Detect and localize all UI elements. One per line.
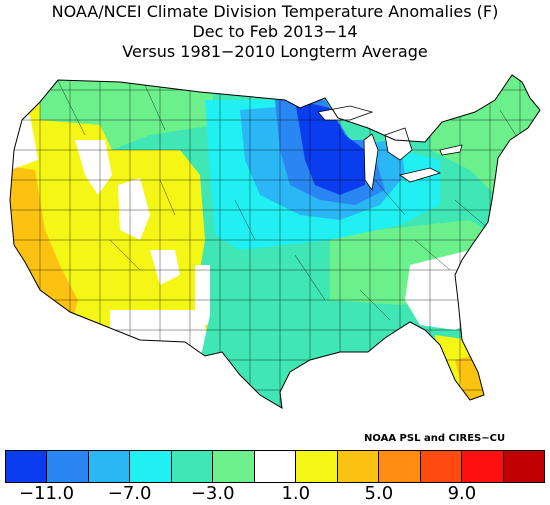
color-swatch — [47, 451, 89, 482]
us-outline — [9, 74, 541, 409]
color-swatch — [462, 451, 504, 482]
great-lakes — [317, 105, 463, 192]
map-period: Dec to Feb 2013−14 — [192, 22, 358, 41]
data-credit: NOAA PSL and CIRES−CU — [364, 433, 506, 444]
color-swatch — [88, 451, 131, 482]
color-scale-tick-label: −11.0 — [18, 483, 75, 504]
color-swatch — [130, 451, 172, 482]
color-swatch — [171, 451, 214, 482]
us-climate-division-map — [9, 74, 541, 409]
color-swatch — [379, 451, 421, 482]
color-swatch — [337, 451, 380, 482]
color-scale-tick-label: −7.0 — [107, 483, 152, 504]
color-swatch — [254, 451, 297, 482]
color-scale-tick-label: 9.0 — [447, 483, 477, 504]
color-swatch — [296, 451, 338, 482]
color-swatch — [503, 451, 545, 482]
color-scale-tick-label: 5.0 — [364, 483, 394, 504]
color-swatch — [213, 451, 255, 482]
color-scale-tick-label: −3.0 — [190, 483, 235, 504]
map-baseline: Versus 1981−2010 Longterm Average — [122, 42, 428, 61]
color-scale-tick-label: 1.0 — [281, 483, 311, 504]
color-swatch — [6, 451, 48, 482]
map-title: NOAA/NCEI Climate Division Temperature A… — [51, 2, 499, 21]
color-scale-bar — [5, 450, 545, 483]
color-swatch — [420, 451, 463, 482]
